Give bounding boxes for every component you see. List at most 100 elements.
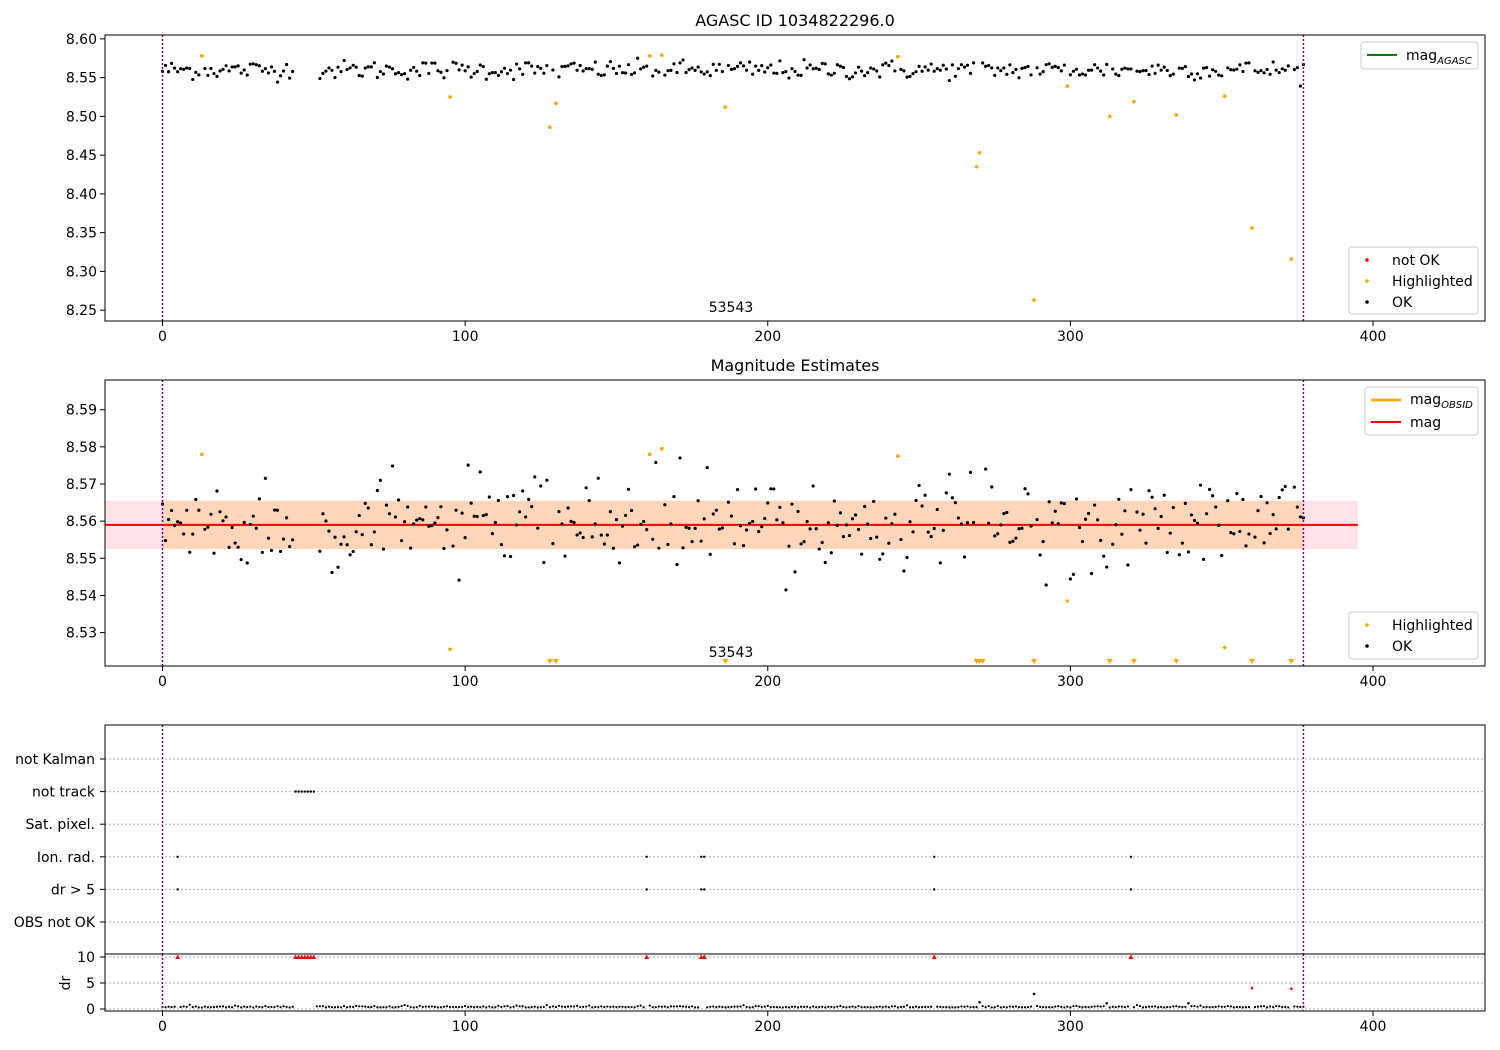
ok-point	[835, 523, 839, 527]
dr-point	[173, 1005, 176, 1008]
ok-point	[366, 65, 370, 69]
panel2-annotation: 53543	[709, 645, 754, 661]
ok-point	[1138, 528, 1142, 532]
ok-point	[372, 61, 376, 65]
ok-point	[699, 70, 703, 74]
ok-point	[342, 535, 346, 539]
ok-point	[811, 67, 815, 71]
highlighted-point	[896, 454, 900, 458]
ok-point	[657, 70, 661, 74]
dr-point	[497, 1004, 500, 1008]
ok-point	[508, 68, 513, 72]
ok-point	[415, 69, 419, 73]
dr-point	[288, 1006, 291, 1009]
y-tick-label: 8.58	[66, 440, 97, 456]
ok-point	[324, 519, 328, 523]
ok-point	[1053, 64, 1057, 68]
ok-point	[596, 72, 600, 76]
dr-point	[981, 1004, 984, 1008]
ok-point	[514, 523, 519, 527]
ok-point	[533, 71, 537, 75]
highlighted-point	[448, 647, 452, 652]
ok-point	[799, 73, 803, 77]
ok-point	[793, 69, 797, 74]
flag-point	[300, 790, 303, 793]
ok-point	[1220, 553, 1224, 558]
dr-point	[409, 1005, 412, 1009]
dr-point	[754, 1004, 757, 1008]
offscale-marker	[722, 659, 729, 664]
dr-point	[1199, 1004, 1202, 1007]
ok-point	[626, 487, 631, 491]
ok-point	[929, 62, 933, 66]
dr-point	[960, 1005, 963, 1008]
dr-point	[182, 1005, 185, 1008]
ok-point	[938, 561, 942, 565]
dr-point	[1045, 1006, 1048, 1009]
dr-point	[524, 1006, 527, 1009]
ok-point	[487, 72, 491, 76]
ok-point	[1114, 72, 1118, 76]
ok-point	[642, 65, 646, 69]
ok-point	[932, 526, 936, 531]
dr-point	[921, 1005, 924, 1009]
ok-point	[1244, 61, 1248, 65]
dr-point	[527, 1006, 530, 1009]
dr-point	[887, 1006, 890, 1009]
dr-point	[642, 1006, 645, 1009]
y-tick-label: 8.60	[66, 32, 97, 48]
ok-point	[890, 522, 894, 526]
dr-point	[467, 1006, 470, 1009]
dr-point	[624, 1006, 627, 1009]
ok-point	[557, 75, 561, 79]
ok-point	[917, 483, 921, 488]
ok-point	[466, 463, 470, 467]
offscale-marker	[546, 659, 553, 664]
ok-point	[926, 530, 930, 534]
dr-point	[630, 1005, 633, 1009]
ok-point	[929, 534, 933, 539]
dr-point	[479, 1006, 482, 1009]
ok-point	[796, 509, 800, 514]
dr-point	[1205, 1005, 1208, 1009]
dr-point	[1269, 1005, 1272, 1008]
ok-point	[1265, 501, 1269, 505]
ok-point	[923, 65, 927, 69]
dr-point	[188, 1003, 191, 1006]
dr-point	[669, 1005, 673, 1008]
ok-point	[472, 71, 476, 76]
ok-point	[496, 73, 501, 77]
ok-point	[878, 75, 882, 79]
dr-point	[349, 1005, 352, 1008]
ok-point	[1044, 583, 1048, 587]
ok-point	[342, 58, 346, 63]
ok-point	[1086, 511, 1091, 516]
ok-point	[360, 74, 364, 78]
ok-point	[887, 541, 891, 545]
ok-point	[754, 64, 758, 68]
ok-point	[1244, 544, 1248, 548]
ok-point	[375, 75, 379, 80]
dr-point	[1232, 1006, 1235, 1009]
ok-point	[696, 499, 700, 503]
ok-point	[1165, 550, 1169, 554]
ok-point	[884, 61, 888, 65]
ok-point	[263, 67, 267, 71]
flag-label: not track	[32, 785, 96, 801]
ok-point	[645, 528, 649, 532]
ok-point	[726, 63, 731, 68]
dr-point	[854, 1006, 857, 1009]
offscale-marker	[1173, 659, 1180, 664]
ok-point	[605, 64, 609, 68]
dr-point	[1141, 1006, 1145, 1009]
dr-point	[845, 1006, 848, 1009]
legend-label-ok-2: OK	[1392, 639, 1413, 655]
dr-point	[563, 1005, 567, 1009]
dr-point	[509, 1006, 512, 1009]
dr-point	[763, 1005, 766, 1008]
ok-point	[1283, 484, 1287, 489]
highlighted-point	[647, 54, 652, 58]
ok-point	[1035, 66, 1039, 70]
ok-point	[690, 539, 694, 544]
ok-point	[856, 527, 861, 532]
